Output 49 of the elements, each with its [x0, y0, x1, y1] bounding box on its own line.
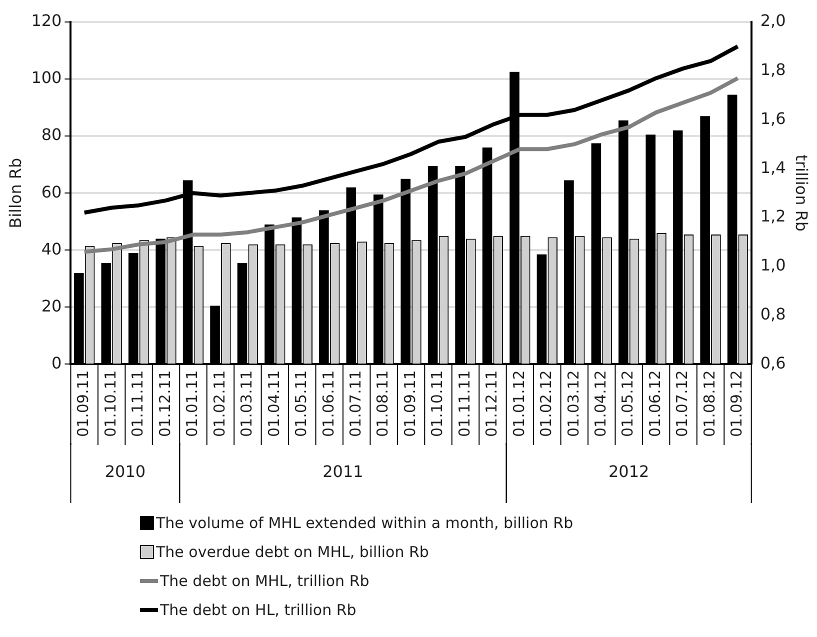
legend-label: The volume of MHL extended within a month, billion Rb — [156, 514, 574, 532]
x-tick-label: 01.01.11 — [183, 370, 202, 437]
x-tick-label: 01.05.11 — [292, 370, 310, 437]
y2-tick-label: 1,8 — [760, 60, 786, 80]
x-tick-label: 01.10.11 — [428, 370, 446, 437]
y-tick-label: 120 — [31, 11, 62, 30]
x-tick-label: 01.08.12 — [700, 370, 718, 437]
y2-tick-label: 1,2 — [760, 206, 786, 226]
y2-tick-label: 0,8 — [760, 304, 786, 324]
x-tick-label: 01.04.11 — [264, 370, 283, 437]
y-tick-label: 80 — [41, 125, 62, 144]
x-tick-label: 01.11.11 — [128, 370, 147, 437]
x-tick-label: 01.06.11 — [319, 370, 338, 437]
x-tick-label: 01.09.11 — [74, 370, 92, 437]
y2-tick-label: 1,0 — [760, 256, 786, 275]
y-axis-title: Billon Rb — [6, 158, 25, 228]
y2-tick-label: 1,6 — [760, 108, 786, 128]
y-tick-label: 100 — [31, 68, 62, 88]
y-tick-label: 20 — [41, 296, 62, 316]
y2-tick-label: 2,0 — [760, 11, 786, 30]
y-tick-label: 40 — [41, 239, 62, 258]
x-tick-label: 01.03.12 — [564, 370, 582, 437]
legend-label: The debt on MHL, trillion Rb — [160, 572, 370, 590]
text: 2011 — [322, 462, 364, 482]
y2-axis-title: trillion Rb — [792, 154, 812, 232]
x-tick-label: 01.06.12 — [646, 370, 664, 437]
text: 2010 — [104, 462, 146, 482]
x-tick-label: 01.07.11 — [346, 370, 364, 437]
y2-tick-label: 1,4 — [760, 158, 786, 177]
x-tick-label: 01.02.12 — [537, 370, 556, 437]
x-tick-label: 01.04.12 — [592, 370, 610, 437]
x-tick-label: 01.09.12 — [728, 370, 746, 437]
y-tick-label: 60 — [41, 182, 62, 202]
x-tick-label: 01.09.11 — [400, 370, 419, 437]
text: 2012 — [608, 462, 650, 482]
x-tick-label: 01.05.12 — [618, 370, 637, 437]
x-tick-label: 01.11.11 — [455, 370, 474, 437]
x-tick-label: 01.07.12 — [673, 370, 692, 437]
x-tick-label: 01.02.11 — [210, 370, 228, 437]
x-tick-label: 01.10.11 — [101, 370, 120, 437]
y2-tick-label: 0,6 — [760, 353, 786, 372]
y-tick-label: 0 — [52, 353, 62, 372]
legend-label: The overdue debt on MHL, billion Rb — [156, 542, 429, 560]
x-tick-label: 01.12.11 — [482, 370, 501, 437]
legend-label: The debt on HL, trillion Rb — [160, 600, 356, 618]
x-tick-label: 01.12.11 — [156, 370, 174, 437]
x-tick-label: 01.01.12 — [510, 370, 528, 437]
x-tick-label: 01.08.11 — [374, 370, 392, 437]
x-tick-label: 01.03.11 — [238, 370, 256, 437]
